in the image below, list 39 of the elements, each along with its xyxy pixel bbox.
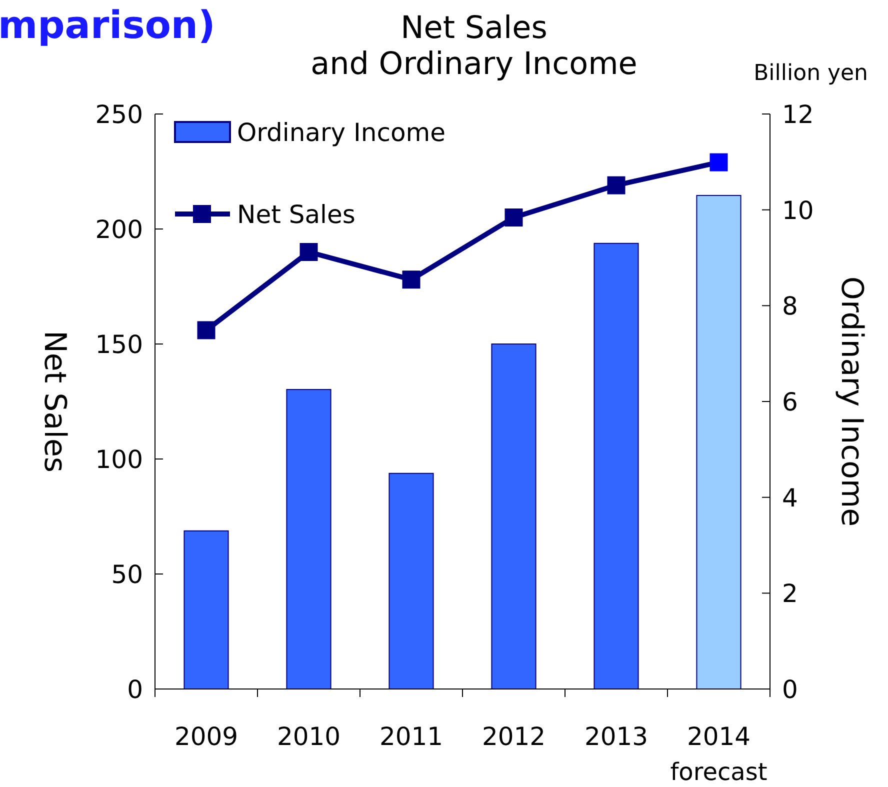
x-tick-label: 2010 [276, 722, 341, 751]
text: mparison) [0, 3, 216, 47]
point [197, 321, 216, 340]
y2-tick-label: 6 [782, 388, 798, 416]
y-tick-label: 200 [95, 215, 143, 244]
chart-title: Net Sales and Ordinary Income [310, 10, 638, 82]
bar [594, 242, 639, 690]
bar [286, 389, 332, 690]
y2-tick-label: 10 [782, 196, 814, 225]
y-tick-label: 150 [95, 330, 143, 359]
x-tick-label: 2014 [686, 722, 751, 751]
y-tick-label: 0 [127, 675, 143, 704]
x-tick-label: 2013 [584, 722, 648, 751]
x-tick-label: 2009 [174, 722, 238, 751]
y-tick-label: 250 [95, 100, 143, 129]
point [402, 270, 420, 289]
y-tick-label: 100 [95, 445, 143, 474]
bar [696, 194, 742, 690]
text: forecast [670, 758, 768, 786]
y2-tick-label: 2 [782, 579, 798, 608]
point [504, 208, 523, 226]
text: Billion yen [754, 61, 868, 86]
bar [184, 530, 229, 690]
y2-tick-label: 12 [782, 100, 814, 129]
y2-axis-title: Ordinary Income [834, 276, 869, 527]
y2-tick-label: 0 [782, 675, 798, 704]
y-axis-title: Net Sales [37, 330, 72, 473]
legend-label: Ordinary Income [237, 118, 446, 147]
y2-tick-label: 8 [782, 292, 798, 321]
y2-tick-label: 4 [782, 483, 798, 512]
point [607, 176, 626, 194]
y-tick-label: 50 [111, 560, 143, 589]
point [300, 243, 318, 261]
point [710, 153, 728, 172]
x-tick-label: 2011 [379, 722, 444, 751]
bar [491, 344, 536, 690]
x-tick-label: 2012 [482, 722, 546, 751]
bar [388, 472, 434, 690]
legend-label: Net Sales [237, 200, 356, 229]
